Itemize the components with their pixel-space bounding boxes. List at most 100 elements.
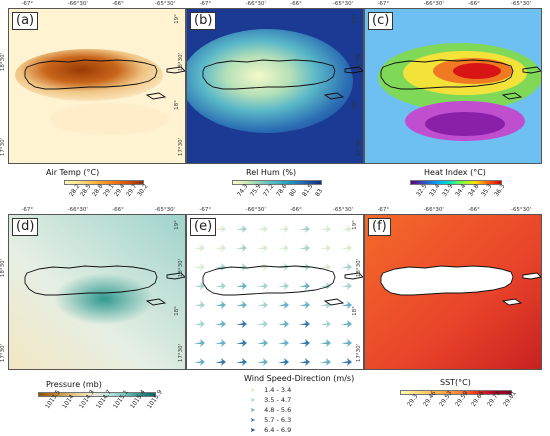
y-tick-label: 18°30' [178, 259, 185, 278]
wind-arrow [194, 282, 205, 290]
colorbar-tick-label: 29.4 [113, 183, 127, 199]
colorbar-tick-label: 81.5 [300, 183, 315, 199]
colorbar-air-temp [64, 180, 144, 185]
x-tick-label: -66° [112, 207, 124, 213]
wind-arrow [341, 282, 352, 290]
x-tick-label: -66°30' [423, 1, 444, 7]
wind-arrow [320, 244, 331, 252]
wind-arrow [194, 339, 205, 347]
wind-arrow [257, 358, 268, 366]
wind-arrow [257, 263, 268, 271]
pressure-map [9, 215, 185, 369]
panel-rel-hum: (b) [186, 8, 364, 164]
colorbar-tick-label: 30.2 [136, 183, 150, 199]
arrow-icon: ➤ [250, 406, 256, 414]
y-tick-label: 17°30' [178, 137, 185, 156]
x-tick-label: -66° [290, 1, 302, 7]
y-tick-label: 18° [351, 305, 358, 316]
colorbar-title-rel-hum: Rel Hum (%) [246, 168, 297, 177]
wind-arrow [257, 320, 268, 328]
wind-legend-range: 3.5 - 4.7 [262, 396, 292, 404]
x-tick-label: -66° [112, 1, 124, 7]
rel-hum-map [187, 9, 363, 163]
wind-arrow [299, 225, 310, 233]
wind-arrow [320, 263, 331, 271]
y-tick-label: 19° [173, 13, 180, 24]
wind-arrow [215, 301, 226, 309]
wind-arrow [341, 339, 352, 347]
colorbar-heat-index [410, 180, 502, 185]
x-tick-label: -67° [377, 1, 390, 7]
y-tick-label: 17°30' [356, 343, 363, 362]
wind-map [187, 215, 363, 369]
wind-arrow [278, 339, 289, 347]
y-tick-label: 18°30' [356, 259, 363, 278]
x-tick-label: -66°30' [423, 207, 444, 213]
wind-arrow [299, 339, 310, 347]
wind-arrow [278, 301, 289, 309]
colorbar-title-pressure: Pressure (mb) [46, 380, 102, 389]
wind-legend-range: 6.4 - 6.9 [262, 426, 292, 434]
colorbar-tick-label: 78.6 [275, 183, 289, 199]
colorbar-tick-label: 33.9 [440, 183, 455, 199]
wind-arrow [257, 301, 268, 309]
wind-arrow [236, 358, 247, 366]
colorbar-tick-label: 28.8 [90, 183, 104, 199]
panel-label: (a) [12, 12, 39, 30]
panel-label: (b) [190, 12, 217, 30]
wind-arrow [236, 282, 247, 290]
panel-label: (c) [368, 12, 394, 30]
arrow-icon: ➤ [250, 426, 256, 434]
wind-arrow [215, 320, 226, 328]
heat-index-map [365, 9, 541, 163]
air-temp-map [9, 9, 185, 163]
wind-arrow [278, 244, 289, 252]
wind-arrow [257, 244, 268, 252]
wind-arrow [194, 320, 205, 328]
colorbar-tick-label: 77.2 [262, 183, 276, 199]
arrow-icon: ➤ [250, 416, 256, 424]
wind-arrow [299, 320, 310, 328]
wind-arrow [215, 358, 226, 366]
wind-arrow [215, 282, 226, 290]
colorbar-tick-label: 28.5 [79, 183, 93, 199]
x-tick-label: -65°30' [154, 1, 176, 7]
wind-legend-item: ➤ 4.8 - 5.6 [250, 406, 291, 414]
wind-arrow [194, 244, 205, 252]
wind-arrow [320, 282, 331, 290]
wind-arrow [278, 320, 289, 328]
wind-arrow [320, 339, 331, 347]
colorbar-rel-hum [232, 180, 322, 185]
wind-arrow [320, 358, 331, 366]
wind-legend-range: 1.4 - 3.4 [262, 386, 292, 394]
wind-arrow [236, 244, 247, 252]
panel-heat-index: (c) [364, 8, 542, 164]
wind-legend-title: Wind Speed-Direction (m/s) [244, 374, 355, 383]
wind-arrow [341, 320, 352, 328]
x-tick-label: -65°30' [332, 207, 354, 213]
x-tick-label: -67° [199, 207, 212, 213]
colorbar-pressure [38, 392, 156, 397]
wind-arrow [278, 358, 289, 366]
wind-arrow [236, 225, 247, 233]
y-tick-label: 19° [351, 219, 358, 230]
x-tick-label: -67° [21, 1, 34, 7]
wind-arrow [299, 301, 310, 309]
wind-arrow [341, 244, 352, 252]
x-tick-label: -66°30' [245, 207, 266, 213]
y-tick-label: 19° [351, 13, 358, 24]
panel-air-temp: (a) [8, 8, 186, 164]
wind-arrow [236, 320, 247, 328]
y-tick-label: 17°30' [0, 343, 7, 362]
panel-wind: (e) [186, 214, 364, 370]
wind-arrow [215, 225, 226, 233]
y-tick-label: 19° [0, 220, 2, 230]
wind-legend-item: ➤ 3.5 - 4.7 [250, 396, 291, 404]
panel-label: (e) [190, 218, 217, 236]
panel-label: (f) [368, 218, 391, 236]
colorbar-tick-label: 75.9 [249, 183, 263, 199]
y-tick-label: 18°30' [356, 53, 363, 72]
x-tick-label: -67° [199, 1, 212, 7]
x-tick-label: -66°30' [245, 1, 266, 7]
panel-label: (d) [12, 218, 39, 236]
